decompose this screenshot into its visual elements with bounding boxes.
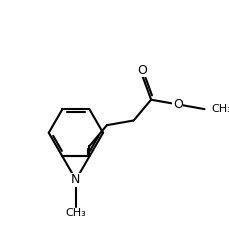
Text: O: O <box>172 98 182 111</box>
Text: CH₃: CH₃ <box>210 104 229 114</box>
Text: CH₃: CH₃ <box>65 208 86 218</box>
Text: N: N <box>71 173 80 186</box>
Text: O: O <box>136 64 146 77</box>
